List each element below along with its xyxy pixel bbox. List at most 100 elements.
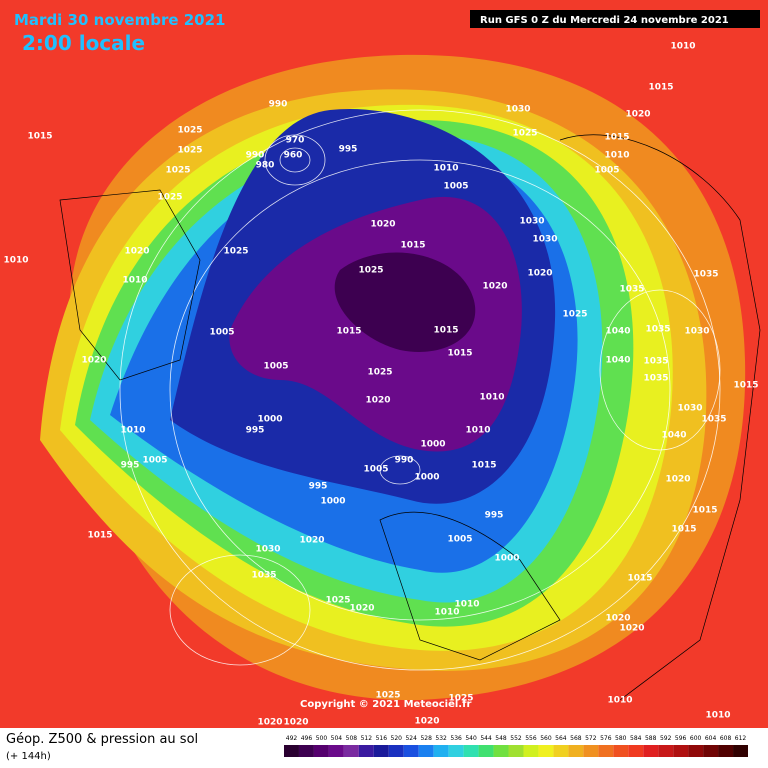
isobar-label: 1030 <box>677 404 702 414</box>
isobar-label: 1035 <box>645 325 670 335</box>
legend-swatch <box>418 745 434 757</box>
isobar-label: 1020 <box>482 282 507 292</box>
legend-swatch <box>628 745 644 757</box>
isobar-label: 1025 <box>512 129 537 139</box>
isobar-label: 1025 <box>165 166 190 176</box>
isobar-label: 1020 <box>299 536 324 546</box>
isobar-label: 1035 <box>643 357 668 367</box>
copyright: Copyright © 2021 Meteociel.fr <box>300 699 471 710</box>
isobar-label: 1015 <box>471 461 496 471</box>
legend-swatch <box>313 745 329 757</box>
isobar-label: 1040 <box>661 431 686 441</box>
coastline <box>379 511 561 661</box>
isobar-label: 1025 <box>223 247 248 257</box>
isobar-label: 1030 <box>684 327 709 337</box>
isobar-label: 970 <box>286 136 305 146</box>
isobar-label: 1020 <box>619 624 644 634</box>
isobar-label: 1010 <box>465 426 490 436</box>
isobar-label: 1015 <box>604 133 629 143</box>
legend-label: 580 <box>615 735 627 742</box>
legend-swatch <box>613 745 629 757</box>
legend-swatch <box>583 745 599 757</box>
isobar-label: 1025 <box>367 368 392 378</box>
legend-swatch <box>284 745 299 757</box>
isobar-label: 1010 <box>122 276 147 286</box>
isobar-label: 1010 <box>604 151 629 161</box>
isobar-label: 1020 <box>257 718 282 728</box>
legend-swatch <box>298 745 314 757</box>
isobar-label: 1025 <box>157 193 182 203</box>
date: Mardi 30 novembre 2021 <box>14 11 226 29</box>
time: 2:00 locale <box>22 31 145 55</box>
legend-swatch <box>733 745 748 757</box>
legend-swatch <box>538 745 554 757</box>
footer-lead: (+ 144h) <box>6 751 51 762</box>
legend-swatch <box>718 745 734 757</box>
legend-label: 564 <box>555 735 567 742</box>
legend-swatch <box>703 745 719 757</box>
run-box <box>470 10 760 28</box>
legend-label: 588 <box>645 735 657 742</box>
legend-swatch <box>463 745 479 757</box>
isobar-label: 1015 <box>27 132 52 142</box>
legend-label: 504 <box>331 735 343 742</box>
legend-label: 508 <box>346 735 358 742</box>
isobar-label: 1025 <box>177 146 202 156</box>
legend-label: 520 <box>391 735 403 742</box>
isobar-line <box>279 147 311 173</box>
legend-label: 496 <box>301 735 313 742</box>
isobar-label: 1020 <box>527 269 552 279</box>
isobar-label: 1005 <box>209 328 234 338</box>
isobar-label: 1010 <box>705 711 730 721</box>
isobar-line <box>379 455 421 485</box>
legend-swatch <box>508 745 524 757</box>
legend-swatch <box>673 745 689 757</box>
legend-swatch <box>568 745 584 757</box>
isobar-label: 1015 <box>671 525 696 535</box>
legend-label: 592 <box>660 735 672 742</box>
isobar-label: 995 <box>309 482 328 492</box>
isobar-label: 1025 <box>358 266 383 276</box>
isobar-label: 995 <box>246 426 265 436</box>
footer-title: Géop. Z500 & pression au sol <box>6 732 198 747</box>
isobar-label: 1035 <box>251 571 276 581</box>
isobar-label: 995 <box>121 461 140 471</box>
legend-swatch <box>688 745 704 757</box>
legend-swatch <box>658 745 674 757</box>
legend-label: 572 <box>585 735 597 742</box>
isobar-label: 990 <box>395 456 414 466</box>
legend-label: 532 <box>435 735 447 742</box>
isobar-label: 1000 <box>257 415 282 425</box>
isobar-label: 1035 <box>693 270 718 280</box>
isobar-label: 990 <box>269 100 288 110</box>
isobar-label: 1010 <box>3 256 28 266</box>
legend-swatch <box>643 745 659 757</box>
isobar-label: 1020 <box>665 475 690 485</box>
isobar-line <box>169 554 311 666</box>
legend-label: 612 <box>735 735 747 742</box>
isobar-labels: 1010101599097096098099099510251025102510… <box>3 42 758 728</box>
legend-swatch <box>343 745 359 757</box>
legend-label: 512 <box>361 735 373 742</box>
isobar-label: 1035 <box>643 374 668 384</box>
isobar-label: 1020 <box>370 220 395 230</box>
isobar-label: 1025 <box>375 691 400 701</box>
isobar-label: 1015 <box>447 349 472 359</box>
isobar-label: 1020 <box>283 718 308 728</box>
isobar-label: 1025 <box>448 694 473 704</box>
legend-label: 556 <box>525 735 537 742</box>
coastline <box>59 189 201 381</box>
isobar-label: 1015 <box>336 327 361 337</box>
isobar-label: 1035 <box>701 415 726 425</box>
isobar-label: 1015 <box>627 574 652 584</box>
isobar-label: 1015 <box>400 241 425 251</box>
isobar-line <box>599 289 721 451</box>
isobar-label: 1020 <box>605 614 630 624</box>
isobar-label: 1025 <box>562 310 587 320</box>
isobar-label: 1005 <box>363 465 388 475</box>
isobar-label: 1010 <box>433 164 458 174</box>
isobar-label: 1010 <box>434 608 459 618</box>
isobar-label: 1020 <box>625 110 650 120</box>
isobar-label: 1000 <box>414 473 439 483</box>
isobar-label: 995 <box>485 511 504 521</box>
